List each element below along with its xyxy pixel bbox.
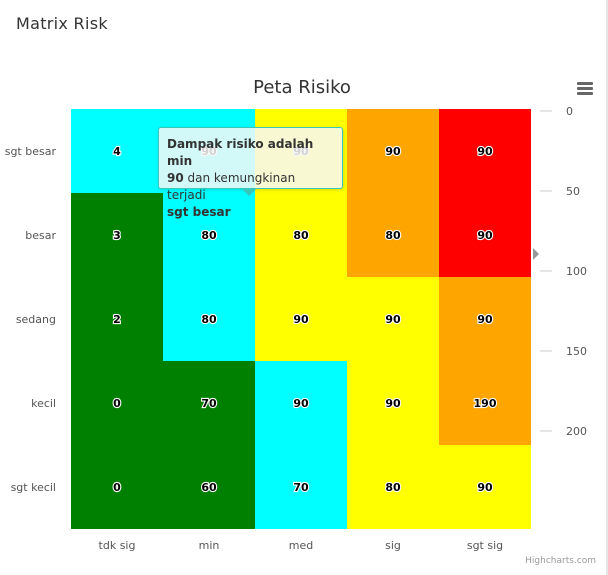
heatmap-cell[interactable]	[163, 445, 255, 529]
heatmap-cell[interactable]	[71, 193, 163, 277]
x-axis-label: tdk sig	[99, 539, 136, 552]
cell-value-label: 0	[113, 481, 121, 494]
y-axis-label: sedang	[16, 313, 56, 326]
heatmap-cell[interactable]	[347, 109, 439, 193]
y-axis-label: sgt besar	[5, 145, 57, 158]
menu-icon-line	[577, 92, 593, 95]
cell-value-label: 2	[113, 313, 121, 326]
heatmap-cell[interactable]	[347, 361, 439, 445]
cell-tooltip: Dampak risiko adalah min 90 dan kemungki…	[158, 127, 343, 219]
heatmap-cell[interactable]	[347, 277, 439, 361]
heatmap-cell[interactable]	[439, 193, 531, 277]
tooltip-line2-bold: 90	[167, 171, 184, 185]
right-axis-label: 150	[566, 345, 587, 358]
cell-value-label: 90	[293, 397, 309, 410]
cell-value-label: 190	[474, 397, 497, 410]
cell-value-label: 80	[201, 313, 217, 326]
cell-value-label: 90	[293, 313, 309, 326]
panel-title: Matrix Risk	[16, 14, 108, 33]
cell-value-label: 70	[201, 397, 217, 410]
cell-value-label: 80	[201, 229, 217, 242]
cell-value-label: 90	[477, 481, 493, 494]
cell-value-label: 70	[293, 481, 309, 494]
y-axis-labels: sgt besar besar sedang kecil sgt kecil	[5, 145, 57, 494]
chart-menu-button[interactable]	[574, 80, 596, 100]
tooltip-line2-rest: dan kemungkinan terjadi	[167, 171, 296, 202]
cell-value-label: 80	[385, 229, 401, 242]
right-axis-label: 100	[566, 265, 587, 278]
right-axis-label: 200	[566, 425, 587, 438]
cell-value-label: 4	[113, 145, 121, 158]
heatmap-cell[interactable]	[255, 193, 347, 277]
menu-icon-line	[577, 87, 593, 90]
heatmap-cell[interactable]	[347, 193, 439, 277]
heatmap-cell[interactable]	[163, 193, 255, 277]
heatmap-cell[interactable]	[439, 361, 531, 445]
heatmap-cell[interactable]	[347, 445, 439, 529]
cell-value-label: 90	[477, 229, 493, 242]
y-axis-label: kecil	[31, 397, 56, 410]
heatmap-cell[interactable]	[439, 109, 531, 193]
legend-arrow-icon[interactable]	[533, 248, 539, 260]
tooltip-line3: sgt besar	[167, 205, 231, 219]
tooltip-line1: Dampak risiko adalah min	[167, 137, 314, 168]
heatmap-cell[interactable]	[71, 445, 163, 529]
cell-value-label: 90	[385, 145, 401, 158]
heatmap-cell[interactable]	[439, 445, 531, 529]
x-axis-label: med	[289, 539, 313, 552]
heatmap-cell[interactable]	[255, 361, 347, 445]
right-axis-label: 50	[566, 185, 580, 198]
cell-value-label: 90	[385, 397, 401, 410]
right-axis-label: 0	[566, 105, 573, 118]
heatmap-cell[interactable]	[439, 277, 531, 361]
cell-value-label: 90	[477, 313, 493, 326]
chart-title: Peta Risiko	[253, 77, 351, 98]
cell-value-label: 60	[201, 481, 217, 494]
x-axis-label: sig	[385, 539, 401, 552]
x-axis-label: min	[199, 539, 220, 552]
x-axis-label: sgt sig	[467, 539, 503, 552]
heatmap-cell[interactable]	[163, 277, 255, 361]
panel-border	[606, 0, 608, 575]
cell-value-label: 0	[113, 397, 121, 410]
tooltip-pointer	[242, 189, 256, 196]
cell-value-label: 3	[113, 229, 121, 242]
heatmap-cells	[71, 109, 531, 529]
y-axis-label: sgt kecil	[11, 481, 56, 494]
y-axis-label: besar	[25, 229, 56, 242]
cell-value-label: 80	[293, 229, 309, 242]
heatmap-cell[interactable]	[255, 445, 347, 529]
heatmap-cell[interactable]	[163, 361, 255, 445]
heatmap-cell[interactable]	[255, 277, 347, 361]
menu-icon	[577, 82, 593, 85]
heatmap-cell[interactable]	[71, 361, 163, 445]
heatmap-cell[interactable]	[71, 277, 163, 361]
heatmap-cell[interactable]	[71, 109, 163, 193]
right-axis: 0 50 100 150 200	[540, 105, 587, 438]
credits-link[interactable]: Highcharts.com	[525, 556, 596, 566]
cell-value-label: 80	[385, 481, 401, 494]
x-axis-labels: tdk sig min med sig sgt sig	[99, 539, 504, 552]
cell-value-label: 90	[385, 313, 401, 326]
cell-value-label: 90	[477, 145, 493, 158]
